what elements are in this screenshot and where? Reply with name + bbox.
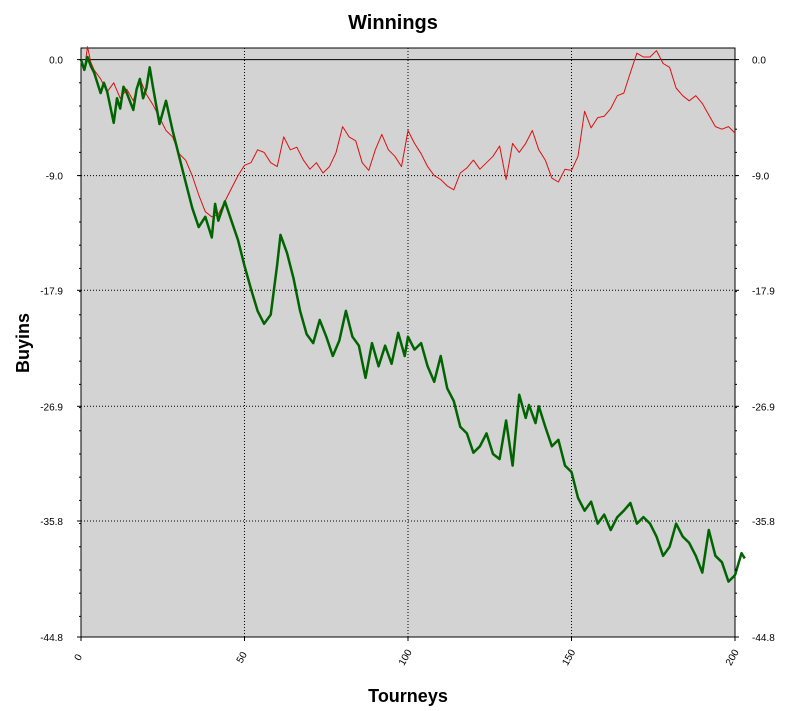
series-line-2 (79, 55, 746, 583)
x-tick-label: 150 (560, 647, 578, 667)
y-tick-label-left: -17.9 (40, 286, 63, 297)
series-group (79, 46, 746, 583)
x-tick-label: 200 (724, 647, 742, 667)
x-tick-label: 50 (235, 650, 250, 666)
chart-title: Winnings (348, 12, 438, 34)
y-tick-label-right: -9.0 (752, 172, 770, 183)
y-tick-label-right: 0.0 (752, 56, 766, 67)
y-axis-title: Buyins (13, 313, 33, 373)
y-tick-label-left: -9.0 (46, 172, 64, 183)
y-tick-label-right: -17.9 (752, 286, 775, 297)
y-tick-label-left: 0.0 (49, 56, 63, 67)
x-tick-label: 0 (73, 652, 86, 663)
y-tick-label-right: -35.8 (752, 517, 775, 528)
y-tick-label-left: -44.8 (40, 633, 63, 644)
x-axis-title: Tourneys (368, 686, 448, 706)
y-tick-label-right: -44.8 (752, 633, 775, 644)
y-tick-label-right: -26.9 (752, 402, 775, 413)
y-tick-label-left: -26.9 (40, 402, 63, 413)
y-tick-label-left: -35.8 (40, 517, 63, 528)
x-tick-label: 100 (397, 647, 415, 667)
